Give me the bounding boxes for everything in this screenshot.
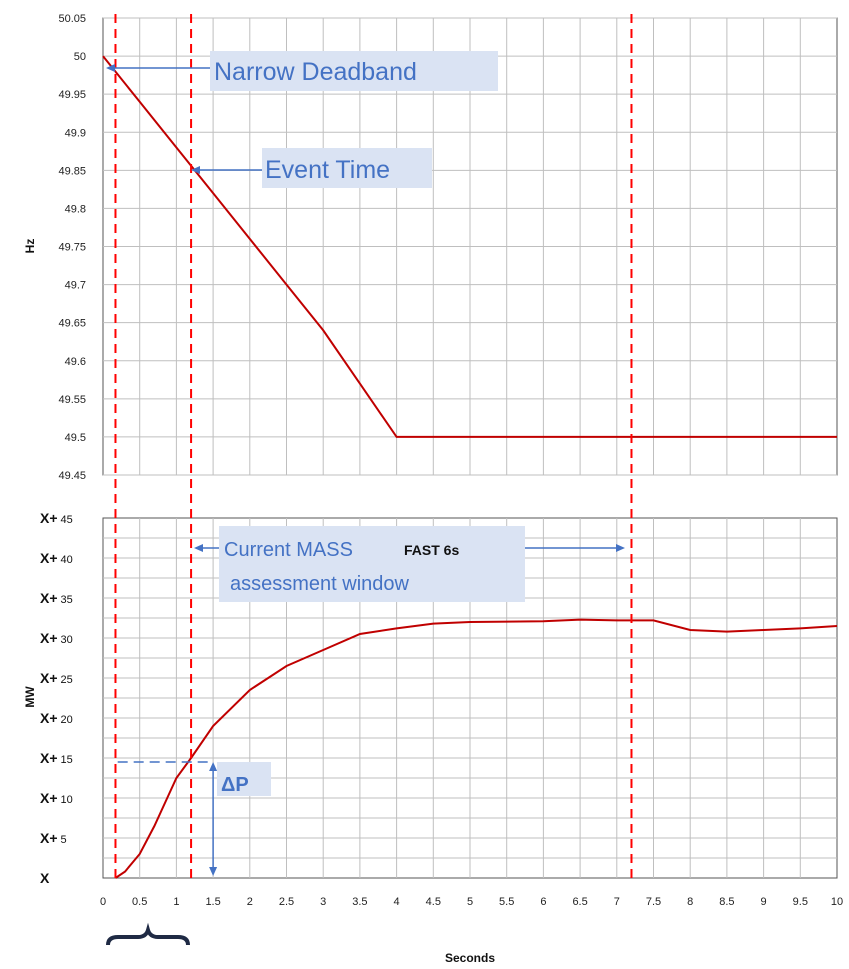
event-time-box [262, 148, 432, 188]
mw-y-tick-label: X+ 15 [40, 750, 73, 766]
mw-y-tick-label: X+ 35 [40, 590, 73, 606]
x-axis-title: Seconds [445, 951, 495, 965]
mw-y-tick-label: X+ 10 [40, 790, 73, 806]
marker-lines [114, 14, 633, 880]
hz-y-tick-label: 49.5 [65, 432, 86, 444]
x-tick-label: 8 [687, 896, 693, 908]
assessment-arrowhead-right [616, 544, 625, 552]
x-tick-label: 4.5 [426, 896, 441, 908]
mw-y-tick-label: X+ 30 [40, 630, 73, 646]
x-tick-label: 5 [467, 896, 473, 908]
narrow-deadband-box [210, 51, 498, 91]
x-tick-label: 2.5 [279, 896, 294, 908]
hz-series-line [102, 55, 837, 438]
hz-y-tick-label: 49.9 [65, 127, 86, 139]
hz-axis-title: Hz [23, 239, 37, 254]
time-bracket [106, 922, 190, 946]
assessment-label-fast: FAST 6s [404, 542, 459, 558]
x-tick-label: 1.5 [205, 896, 220, 908]
x-tick-label: 1 [173, 896, 179, 908]
x-tick-label: 7.5 [646, 896, 661, 908]
x-tick-label: 6.5 [572, 896, 587, 908]
hz-y-tick-label: 49.6 [65, 356, 86, 368]
grid-lines [103, 17, 837, 878]
delta-p-arrowhead-top [209, 762, 218, 771]
mw-y-tick-label: X+ 5 [40, 830, 67, 846]
x-tick-label: 7 [614, 896, 620, 908]
hz-y-tick-label: 49.75 [58, 242, 86, 254]
hz-y-tick-label: 50 [74, 51, 86, 63]
hz-y-tick-label: 49.45 [58, 470, 86, 482]
hz-y-tick-label: 50.05 [58, 13, 86, 25]
hz-y-tick-label: 49.65 [58, 318, 86, 330]
tick-labels: 50.055049.9549.949.8549.849.7549.749.654… [40, 13, 843, 908]
delta-p-arrowhead-bottom [209, 867, 218, 876]
hz-y-tick-label: 49.7 [65, 280, 86, 292]
x-tick-label: 3.5 [352, 896, 367, 908]
mw-y-tick-label: X+ 40 [40, 550, 73, 566]
x-tick-label: 6 [540, 896, 546, 908]
x-tick-label: 2 [247, 896, 253, 908]
mw-y-tick-label: X [40, 870, 50, 886]
assessment-label-line1: Current MASS [224, 539, 353, 561]
x-tick-label: 5.5 [499, 896, 514, 908]
hz-y-tick-label: 49.55 [58, 394, 86, 406]
assessment-window-box [219, 526, 525, 602]
assessment-label-line2: assessment window [230, 573, 410, 595]
delta-p-box [217, 762, 271, 796]
hz-y-tick-label: 49.95 [58, 89, 86, 101]
assessment-arrowhead-left [194, 544, 203, 552]
event-time-label: Event Time [265, 156, 390, 184]
x-tick-label: 0 [100, 896, 106, 908]
event-time-arrowhead [191, 166, 200, 174]
x-tick-label: 8.5 [719, 896, 734, 908]
x-tick-label: 10 [831, 896, 843, 908]
x-tick-label: 0.5 [132, 896, 147, 908]
mw-series-line [114, 618, 838, 879]
narrow-deadband-arrowhead [106, 64, 115, 72]
x-tick-label: 3 [320, 896, 326, 908]
mw-y-tick-label: X+ 25 [40, 670, 73, 686]
x-tick-label: 9.5 [793, 896, 808, 908]
mw-y-tick-label: X+ 45 [40, 510, 73, 526]
mw-y-tick-label: X+ 20 [40, 710, 73, 726]
narrow-deadband-label: Narrow Deadband [214, 58, 417, 86]
x-tick-label: 4 [394, 896, 400, 908]
hz-y-tick-label: 49.85 [58, 165, 86, 177]
delta-p-label: ΔP [221, 774, 249, 796]
x-tick-label: 9 [761, 896, 767, 908]
hz-y-tick-label: 49.8 [65, 203, 86, 215]
mw-axis-title: MW [23, 686, 37, 708]
